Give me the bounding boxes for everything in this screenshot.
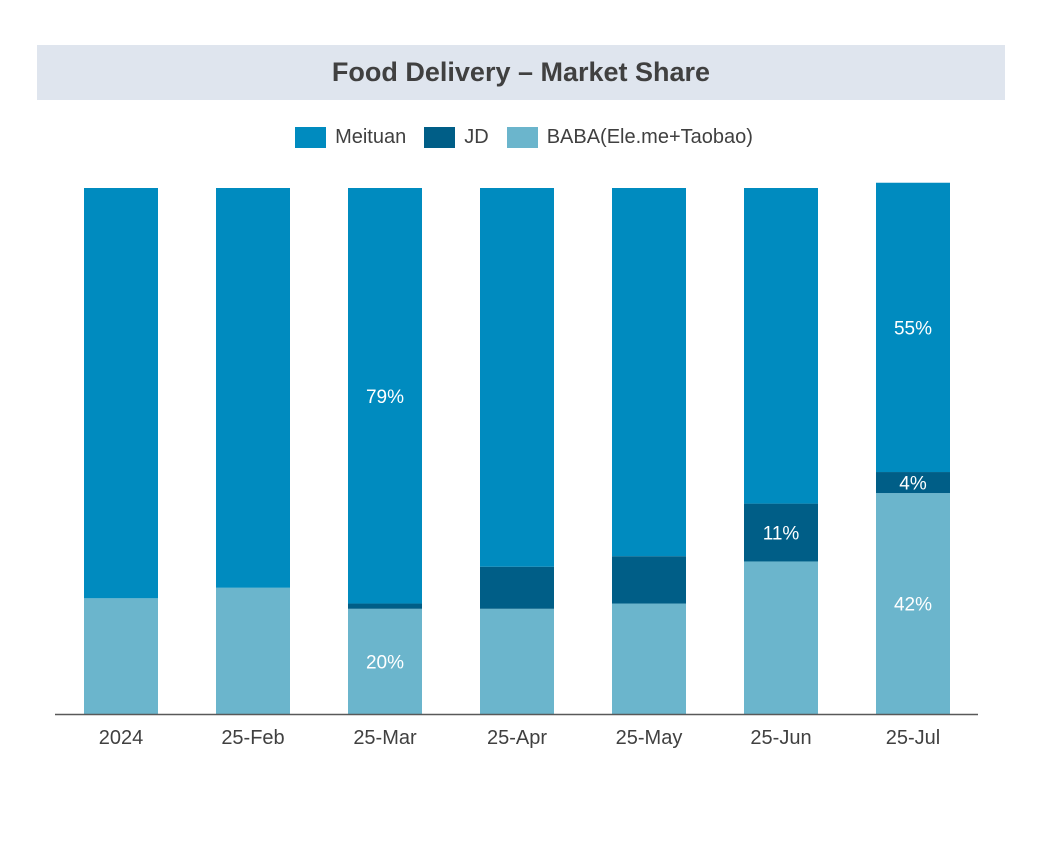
bar-segment-meituan-25-jun — [744, 188, 818, 504]
bar-segment-meituan-25-mar — [348, 188, 422, 604]
bar-segment-jd-25-jul — [876, 472, 950, 494]
x-tick-label: 25-Jul — [886, 727, 940, 749]
x-tick-label: 25-Jun — [750, 727, 811, 749]
bar-segment-baba-25-jul — [876, 493, 950, 714]
data-label: 42% — [894, 595, 932, 616]
bar-segment-baba-25-may — [612, 603, 686, 714]
data-label: 55% — [894, 318, 932, 339]
bar-segment-jd-25-may — [612, 556, 686, 604]
bar-segment-jd-25-apr — [480, 566, 554, 609]
legend-swatch-baba — [506, 127, 538, 148]
bar-segment-meituan-25-apr — [480, 188, 554, 567]
data-label: 20% — [366, 652, 404, 673]
legend-label-jd: JD — [464, 126, 489, 148]
chart-title-banner: Food Delivery – Market Share — [37, 45, 1005, 100]
bar-segment-jd-25-mar — [348, 603, 422, 609]
x-tick-label: 2024 — [99, 727, 144, 749]
legend-item-baba: BABA(Ele.me+Taobao) — [506, 126, 753, 149]
bar-segment-baba-25-feb — [216, 587, 290, 714]
legend-swatch-jd — [424, 127, 456, 148]
legend-item-meituan: Meituan — [295, 126, 406, 149]
x-tick-label: 25-May — [616, 727, 683, 749]
bar-segment-meituan-25-may — [612, 188, 686, 557]
bar-segment-baba-25-mar — [348, 608, 422, 714]
x-tick-label: 25-Apr — [487, 727, 547, 749]
legend: Meituan JD BABA(Ele.me+Taobao) — [0, 126, 1048, 149]
x-tick-label: 25-Feb — [221, 727, 284, 749]
bar-segment-baba-2024 — [84, 598, 158, 714]
data-label: 4% — [899, 474, 927, 495]
data-label: 11% — [763, 524, 800, 545]
legend-label-baba: BABA(Ele.me+Taobao) — [546, 126, 753, 148]
data-label: 79% — [366, 387, 404, 408]
bar-segment-meituan-25-feb — [216, 188, 290, 588]
bar-segment-jd-25-jun — [744, 503, 818, 562]
x-tick-label: 25-Mar — [353, 727, 417, 749]
legend-swatch-meituan — [295, 127, 327, 148]
bar-segment-meituan-25-jul — [876, 182, 950, 473]
bar-segment-baba-25-apr — [480, 608, 554, 714]
legend-label-meituan: Meituan — [335, 126, 407, 148]
legend-item-jd: JD — [424, 126, 489, 149]
bar-segment-baba-25-jun — [744, 561, 818, 714]
chart-title: Food Delivery – Market Share — [331, 57, 711, 87]
bar-segment-meituan-2024 — [84, 188, 158, 599]
